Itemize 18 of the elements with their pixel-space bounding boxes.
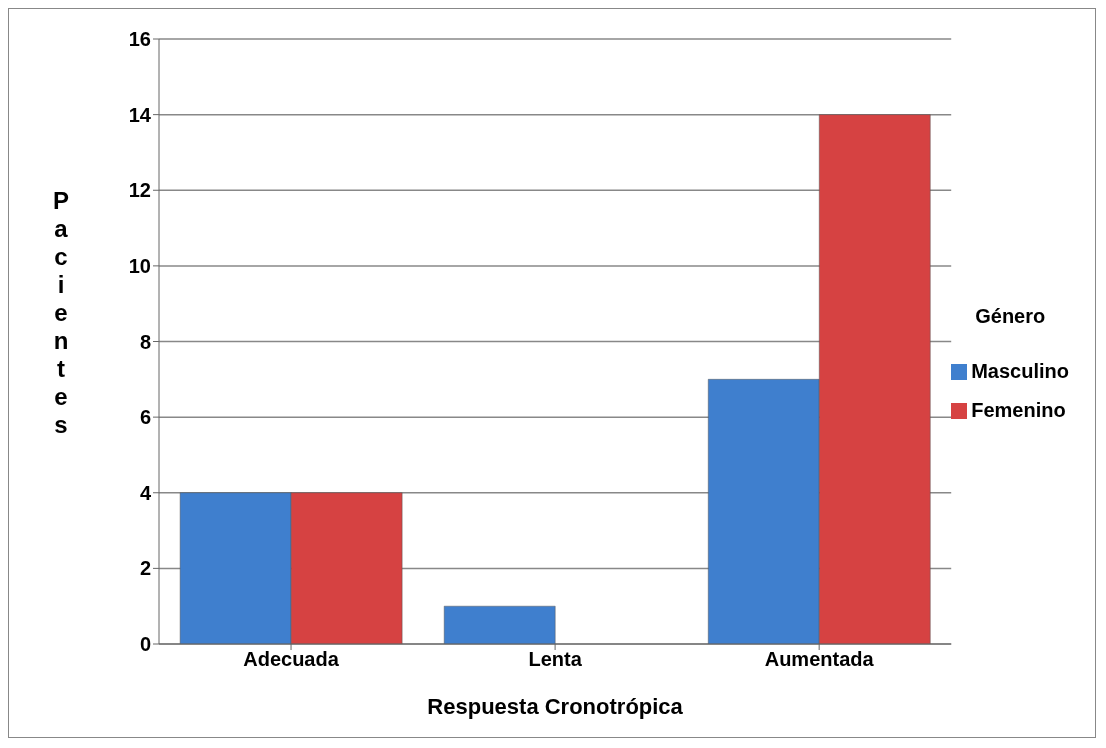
legend-title: Género [975, 305, 1047, 328]
bar [443, 605, 556, 644]
y-tick-label: 14 [128, 103, 152, 126]
x-axis-title: Respuesta Cronotrópica [427, 694, 684, 719]
y-tick-label: 2 [139, 557, 151, 580]
x-tick-label: Aumentada [764, 648, 875, 671]
y-tick-label: 6 [139, 406, 151, 429]
x-tick-label: Lenta [528, 648, 583, 671]
legend-label: Femenino [971, 399, 1066, 422]
y-tick-label: 4 [139, 481, 152, 504]
y-tick-label: 8 [139, 330, 151, 353]
x-tick-label: Adecuada [243, 648, 340, 671]
legend-label: Masculino [971, 360, 1069, 383]
y-tick-label: 12 [128, 179, 151, 202]
y-tick-label: 16 [128, 28, 151, 51]
y-tick-label: 10 [128, 254, 151, 277]
y-tick-label: 0 [139, 633, 151, 656]
text: Pacientes [52, 187, 70, 438]
